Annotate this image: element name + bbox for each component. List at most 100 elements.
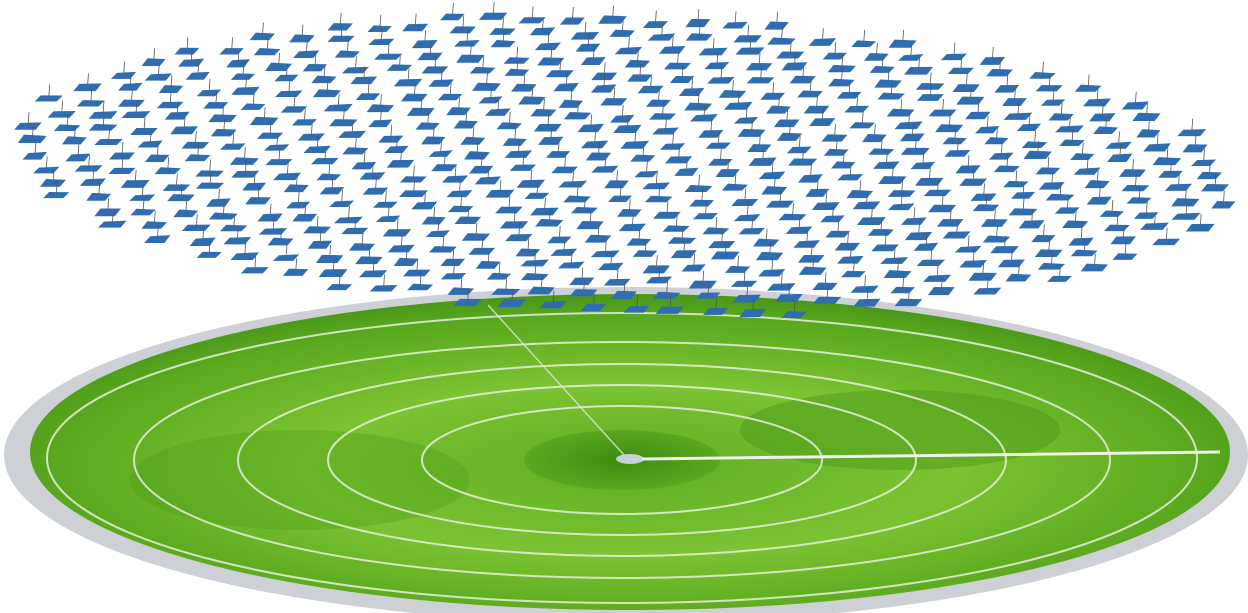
camera-frame — [491, 277, 521, 295]
camera-frame — [32, 156, 60, 174]
camera-frame — [652, 117, 679, 135]
camera-frame — [411, 30, 438, 49]
camera-quad — [733, 116, 759, 124]
camera-quad — [670, 250, 697, 259]
camera-quad — [141, 221, 168, 229]
camera-frame — [196, 79, 222, 97]
camera-quad — [936, 219, 964, 227]
camera-frame — [355, 82, 381, 100]
camera-frame — [421, 206, 446, 225]
camera-quad — [563, 111, 592, 120]
camera-frame — [384, 135, 409, 153]
camera-frame — [17, 125, 47, 143]
camera-frame — [954, 235, 982, 253]
camera-quad — [464, 151, 490, 160]
camera-frame — [329, 108, 358, 127]
camera-frame — [684, 174, 713, 193]
camera-quad — [752, 238, 780, 247]
camera-quad — [580, 303, 607, 311]
camera-frame — [334, 40, 360, 58]
camera-quad — [173, 209, 199, 218]
camera-quad — [73, 83, 102, 92]
camera-frame — [323, 93, 353, 112]
camera-quad — [449, 26, 476, 34]
camera-quad — [1059, 139, 1085, 147]
camera-quad — [286, 201, 311, 209]
camera-frame — [707, 148, 733, 166]
camera-quad — [797, 90, 823, 98]
camera-frame — [485, 179, 515, 198]
camera-quad — [318, 269, 348, 278]
camera-quad — [575, 43, 601, 52]
camera-frame — [765, 190, 795, 208]
camera-frame — [557, 251, 585, 269]
camera-frame — [431, 153, 458, 172]
camera-frame — [944, 139, 971, 157]
camera-quad — [900, 147, 930, 155]
camera-frame — [1055, 115, 1084, 133]
camera-quad — [421, 136, 446, 145]
camera-frame — [14, 112, 42, 130]
camera-frame — [86, 183, 112, 201]
camera-quad — [942, 231, 971, 239]
camera-frame — [690, 104, 718, 122]
camera-quad — [959, 260, 987, 268]
camera-frame — [257, 203, 283, 222]
camera-frame — [267, 227, 294, 246]
camera-quad — [947, 67, 974, 75]
camera-quad — [280, 106, 307, 113]
camera-frame — [178, 48, 205, 67]
camera-frame — [1035, 156, 1061, 175]
camera-quad — [350, 76, 378, 85]
camera-frame — [959, 168, 988, 186]
camera-quad — [446, 190, 473, 198]
camera-frame — [688, 270, 717, 289]
camera-quad — [206, 198, 231, 207]
camera-frame — [402, 259, 431, 277]
camera-quad — [283, 184, 309, 193]
camera-frame — [968, 262, 997, 281]
camera-frame — [988, 142, 1014, 160]
camera-quad — [698, 47, 728, 56]
camera-frame — [752, 228, 780, 247]
camera-quad — [503, 57, 530, 64]
camera-frame — [1005, 263, 1032, 282]
camera-frame — [1133, 201, 1159, 219]
camera-quad — [456, 54, 485, 63]
camera-quad — [351, 162, 377, 170]
camera-frame — [904, 222, 933, 241]
camera-frame — [275, 79, 303, 97]
camera-frame — [805, 178, 830, 197]
camera-frame — [382, 218, 412, 237]
camera-frame — [748, 147, 777, 166]
camera-frame — [900, 207, 927, 225]
camera-frame — [407, 273, 434, 291]
camera-quad — [1047, 275, 1072, 282]
camera-frame — [1034, 239, 1063, 258]
camera-frame — [499, 210, 529, 229]
camera-quad — [591, 72, 618, 81]
camera-frame — [461, 223, 491, 241]
camera-quad — [307, 240, 333, 249]
camera-quad — [1152, 238, 1181, 246]
camera-frame — [312, 79, 342, 98]
camera-quad — [195, 170, 224, 177]
camera-frame — [273, 162, 302, 181]
camera-frame — [88, 101, 118, 119]
camera-frame — [1038, 171, 1065, 190]
camera-frame — [927, 277, 955, 296]
camera-frame — [576, 211, 604, 230]
camera-quad — [440, 258, 465, 266]
camera-quad — [43, 192, 70, 199]
camera-frame — [644, 185, 673, 203]
camera-quad — [647, 33, 676, 41]
camera-frame — [1211, 190, 1236, 209]
camera-quad — [1201, 184, 1229, 192]
camera-quad — [722, 21, 748, 29]
camera-frame — [223, 226, 252, 245]
camera-quad — [718, 89, 747, 98]
camera-frame — [849, 111, 876, 129]
camera-frame — [776, 40, 805, 59]
camera-quad — [1005, 273, 1032, 282]
camera-frame — [230, 62, 256, 80]
